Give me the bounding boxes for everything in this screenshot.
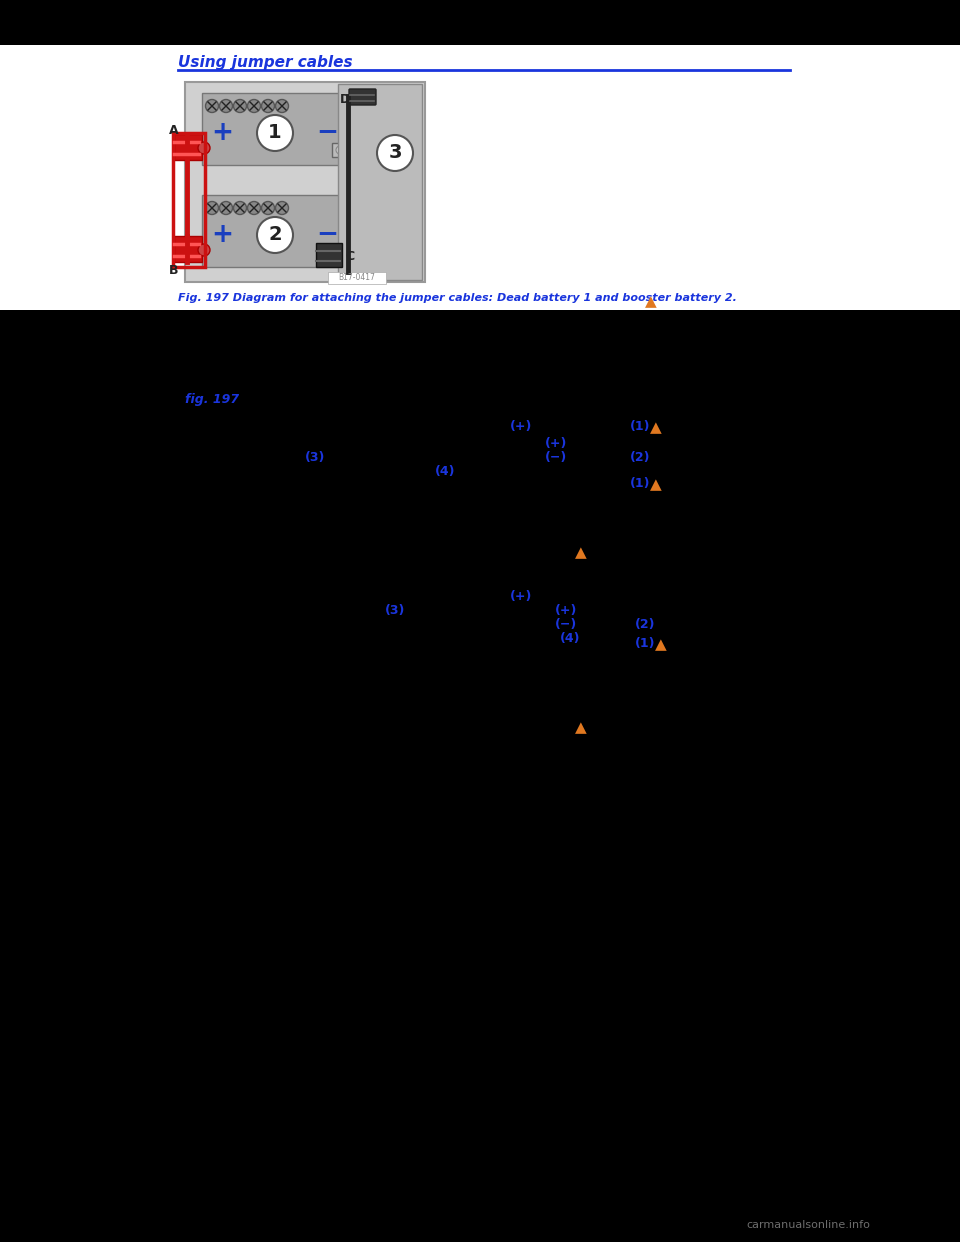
Text: ▲: ▲ [645,294,657,309]
Circle shape [257,116,293,152]
Text: (+): (+) [510,590,533,604]
Text: Using jumper cables: Using jumper cables [178,55,352,70]
Bar [0,0,960,45]
Text: +: + [211,222,233,248]
Circle shape [198,142,210,154]
Text: ▲: ▲ [575,720,587,735]
Text: B17-0417: B17-0417 [339,273,375,282]
Text: ▲: ▲ [655,637,667,652]
Circle shape [336,147,344,154]
Text: 1: 1 [268,123,282,143]
Text: (4): (4) [560,632,581,645]
Text: +: + [211,120,233,147]
Bar [332,143,348,156]
Text: Fig. 197 Diagram for attaching the jumper cables: Dead battery 1 and booster bat: Fig. 197 Diagram for attaching the jumpe… [178,293,737,303]
Text: (+): (+) [510,420,533,433]
Bar [173,133,205,267]
Circle shape [233,201,247,215]
Circle shape [276,201,289,215]
Text: (1): (1) [630,477,651,491]
Bar [202,93,342,165]
Text: ▲: ▲ [650,420,661,435]
Text: (+): (+) [545,437,567,450]
Text: −: − [316,120,338,147]
Text: (2): (2) [630,451,651,465]
Text: (+): (+) [555,604,577,617]
Text: ▲: ▲ [575,545,587,560]
Bar [0,310,960,1242]
Circle shape [198,243,210,256]
Circle shape [377,135,413,171]
Bar [338,84,422,279]
Text: ▲: ▲ [650,477,661,492]
Text: (−): (−) [545,451,567,465]
Text: (2): (2) [635,619,656,631]
Circle shape [257,217,293,253]
Circle shape [205,99,219,113]
FancyBboxPatch shape [349,89,376,106]
Bar [316,243,342,267]
Text: C: C [345,250,354,262]
Text: (3): (3) [385,604,405,617]
Text: D: D [340,93,350,106]
Text: A: A [169,124,179,137]
Circle shape [261,99,275,113]
Circle shape [205,201,219,215]
Circle shape [220,201,232,215]
Text: B: B [169,265,179,277]
Bar [174,236,202,262]
Text: carmanualsonline.info: carmanualsonline.info [746,1220,870,1230]
Text: (4): (4) [435,465,455,478]
Text: −: − [316,222,338,248]
Circle shape [248,201,260,215]
Bar [185,82,425,282]
Circle shape [261,201,275,215]
Bar [202,195,342,267]
Circle shape [220,99,232,113]
Text: (3): (3) [305,451,325,465]
Circle shape [276,99,289,113]
Bar [174,134,202,160]
Circle shape [248,99,260,113]
Text: fig. 197: fig. 197 [185,392,239,406]
Circle shape [233,99,247,113]
Text: 2: 2 [268,226,282,245]
Text: (−): (−) [555,619,577,631]
Bar [328,272,386,284]
Text: (1): (1) [630,420,651,433]
Text: (1): (1) [635,637,656,650]
Text: 3: 3 [388,144,401,163]
